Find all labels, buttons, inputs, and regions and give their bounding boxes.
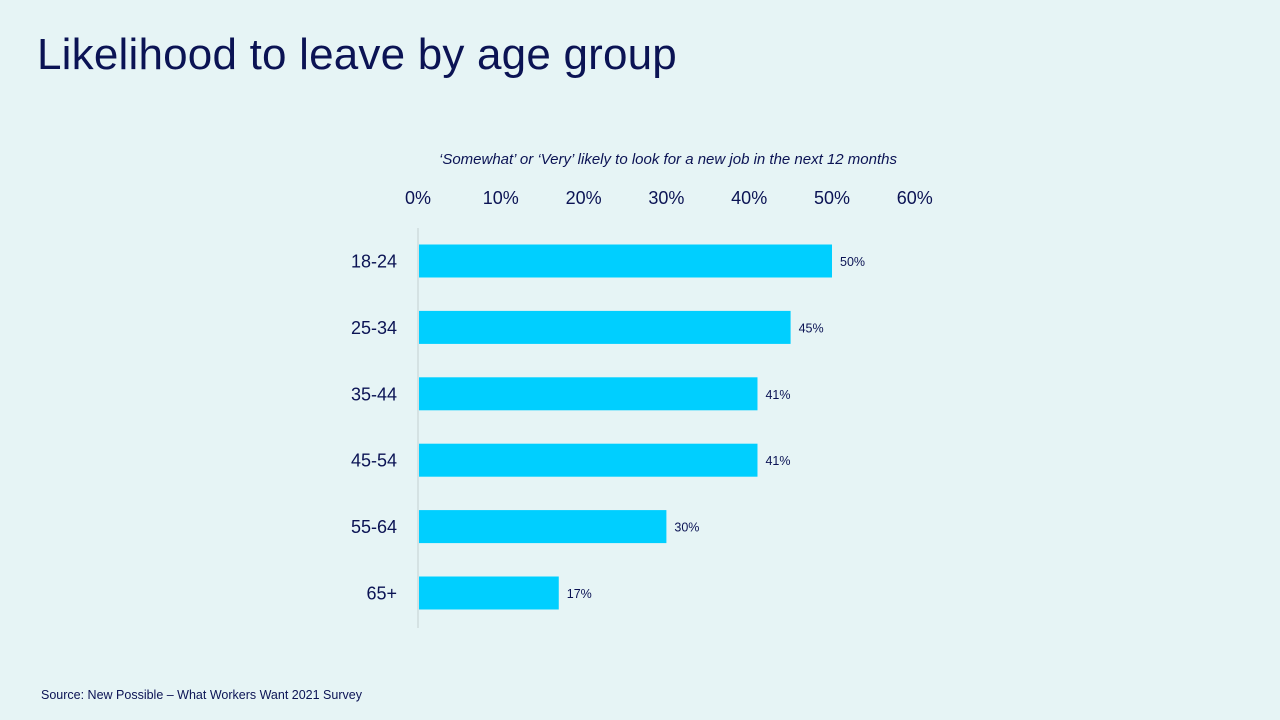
chart-subtitle: ‘Somewhat’ or ‘Very’ likely to look for …	[439, 151, 898, 168]
category-label: 25-34	[351, 318, 397, 338]
value-label: 41%	[765, 388, 790, 402]
x-tick-label: 40%	[731, 188, 767, 208]
category-label: 45-54	[351, 451, 397, 471]
bar-65+	[419, 576, 559, 610]
bars-group	[419, 244, 832, 610]
page-title: Likelihood to leave by age group	[37, 30, 677, 79]
value-label: 45%	[799, 321, 824, 335]
x-tick-label: 50%	[814, 188, 850, 208]
category-label: 35-44	[351, 384, 397, 404]
value-labels: 50% 45% 41% 41% 30% 17%	[567, 255, 865, 601]
category-label: 55-64	[351, 517, 397, 537]
category-label: 65+	[366, 584, 397, 604]
value-label: 50%	[840, 255, 865, 269]
bar-35-44	[419, 377, 758, 411]
category-label: 18-24	[351, 252, 397, 272]
value-label: 30%	[674, 521, 699, 535]
x-tick-label: 0%	[405, 188, 431, 208]
value-label: 17%	[567, 587, 592, 601]
x-tick-label: 30%	[648, 188, 684, 208]
bar-45-54	[419, 443, 758, 477]
x-axis-ticks: 0% 10% 20% 30% 40% 50% 60%	[405, 188, 933, 208]
x-tick-label: 10%	[483, 188, 519, 208]
bar-25-34	[419, 310, 791, 344]
source-note: Source: New Possible – What Workers Want…	[41, 688, 362, 702]
x-tick-label: 20%	[566, 188, 602, 208]
bar-18-24	[419, 244, 832, 278]
bar-55-64	[419, 510, 667, 544]
x-tick-label: 60%	[897, 188, 933, 208]
value-label: 41%	[765, 454, 790, 468]
category-labels: 18-24 25-34 35-44 45-54 55-64 65+	[351, 252, 397, 604]
